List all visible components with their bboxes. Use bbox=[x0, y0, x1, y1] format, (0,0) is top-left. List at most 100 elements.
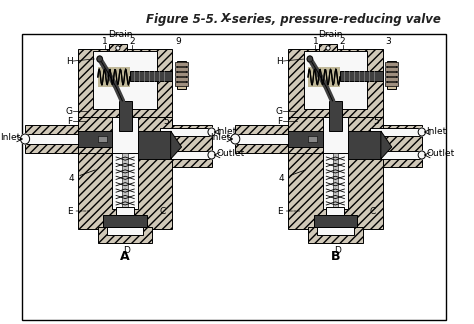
Polygon shape bbox=[313, 215, 357, 227]
Polygon shape bbox=[385, 82, 398, 86]
Polygon shape bbox=[138, 131, 171, 159]
Text: 4: 4 bbox=[69, 170, 95, 183]
Circle shape bbox=[327, 47, 329, 49]
Circle shape bbox=[117, 47, 119, 49]
Polygon shape bbox=[171, 131, 182, 159]
Polygon shape bbox=[326, 227, 345, 235]
Polygon shape bbox=[387, 61, 396, 89]
Polygon shape bbox=[175, 72, 188, 76]
Polygon shape bbox=[130, 71, 173, 81]
Circle shape bbox=[116, 46, 120, 50]
Text: Outlet: Outlet bbox=[216, 149, 245, 158]
Polygon shape bbox=[323, 153, 348, 209]
Polygon shape bbox=[288, 49, 383, 117]
Polygon shape bbox=[308, 227, 363, 243]
Polygon shape bbox=[78, 117, 173, 153]
Polygon shape bbox=[370, 128, 422, 136]
Polygon shape bbox=[235, 125, 302, 153]
Polygon shape bbox=[340, 71, 383, 81]
Text: Inlet: Inlet bbox=[0, 133, 20, 142]
Polygon shape bbox=[323, 117, 348, 153]
Polygon shape bbox=[333, 153, 338, 207]
Text: G: G bbox=[275, 107, 283, 115]
Text: X: X bbox=[221, 13, 230, 26]
Polygon shape bbox=[78, 49, 173, 117]
Text: H: H bbox=[276, 56, 283, 65]
Polygon shape bbox=[78, 153, 173, 229]
Polygon shape bbox=[112, 117, 138, 153]
Polygon shape bbox=[175, 82, 188, 86]
Polygon shape bbox=[103, 215, 147, 227]
Text: Inlet: Inlet bbox=[426, 126, 447, 135]
Polygon shape bbox=[177, 61, 186, 89]
Text: H: H bbox=[65, 56, 73, 65]
Text: 2: 2 bbox=[340, 37, 346, 45]
Circle shape bbox=[208, 128, 215, 136]
Polygon shape bbox=[326, 207, 345, 215]
Text: Drain: Drain bbox=[109, 30, 133, 39]
Circle shape bbox=[231, 134, 240, 144]
Polygon shape bbox=[317, 227, 354, 235]
Text: B: B bbox=[330, 250, 340, 263]
Polygon shape bbox=[235, 134, 301, 144]
Polygon shape bbox=[160, 151, 211, 159]
Text: E: E bbox=[277, 206, 283, 215]
Text: E: E bbox=[67, 206, 73, 215]
Text: C: C bbox=[160, 206, 166, 215]
Text: F: F bbox=[277, 117, 283, 125]
Text: F: F bbox=[67, 117, 73, 125]
Polygon shape bbox=[348, 131, 381, 159]
Polygon shape bbox=[107, 227, 143, 235]
Text: G: G bbox=[65, 107, 73, 115]
Text: 4: 4 bbox=[279, 170, 305, 183]
Polygon shape bbox=[98, 227, 153, 243]
Polygon shape bbox=[78, 131, 112, 147]
Polygon shape bbox=[98, 67, 130, 87]
Polygon shape bbox=[112, 153, 138, 209]
Polygon shape bbox=[288, 153, 383, 229]
Polygon shape bbox=[175, 77, 188, 81]
Text: -series, pressure-reducing valve: -series, pressure-reducing valve bbox=[227, 13, 441, 26]
Polygon shape bbox=[25, 125, 92, 153]
Text: 5: 5 bbox=[164, 117, 169, 125]
Circle shape bbox=[20, 134, 29, 144]
Polygon shape bbox=[25, 134, 91, 144]
Text: 2: 2 bbox=[129, 37, 135, 45]
Polygon shape bbox=[93, 51, 157, 109]
Polygon shape bbox=[329, 101, 342, 131]
Polygon shape bbox=[370, 151, 422, 159]
Text: Drain: Drain bbox=[319, 30, 343, 39]
Polygon shape bbox=[119, 101, 131, 131]
Circle shape bbox=[307, 56, 312, 62]
Polygon shape bbox=[385, 67, 398, 71]
Polygon shape bbox=[122, 153, 128, 207]
Polygon shape bbox=[116, 227, 134, 235]
Text: 9: 9 bbox=[175, 37, 181, 45]
Circle shape bbox=[326, 46, 330, 50]
Text: 3: 3 bbox=[385, 37, 391, 45]
Polygon shape bbox=[385, 62, 398, 66]
Text: 1: 1 bbox=[312, 37, 318, 45]
Polygon shape bbox=[98, 136, 107, 142]
Text: D: D bbox=[124, 246, 130, 255]
Text: Outlet: Outlet bbox=[426, 149, 455, 158]
Text: D: D bbox=[334, 246, 341, 255]
Polygon shape bbox=[288, 131, 323, 147]
Polygon shape bbox=[308, 136, 317, 142]
Circle shape bbox=[418, 128, 426, 136]
Polygon shape bbox=[175, 67, 188, 71]
Polygon shape bbox=[303, 51, 367, 109]
Polygon shape bbox=[288, 117, 383, 153]
Text: Inlet: Inlet bbox=[210, 133, 231, 142]
Polygon shape bbox=[160, 128, 211, 136]
Circle shape bbox=[97, 56, 102, 62]
Polygon shape bbox=[385, 77, 398, 81]
Polygon shape bbox=[368, 125, 422, 167]
Polygon shape bbox=[319, 44, 337, 51]
Text: 5: 5 bbox=[374, 117, 379, 125]
Polygon shape bbox=[116, 207, 134, 215]
Text: Figure 5-5.: Figure 5-5. bbox=[146, 13, 227, 26]
Text: 1: 1 bbox=[102, 37, 108, 45]
Text: Inlet: Inlet bbox=[216, 126, 237, 135]
Polygon shape bbox=[175, 62, 188, 66]
